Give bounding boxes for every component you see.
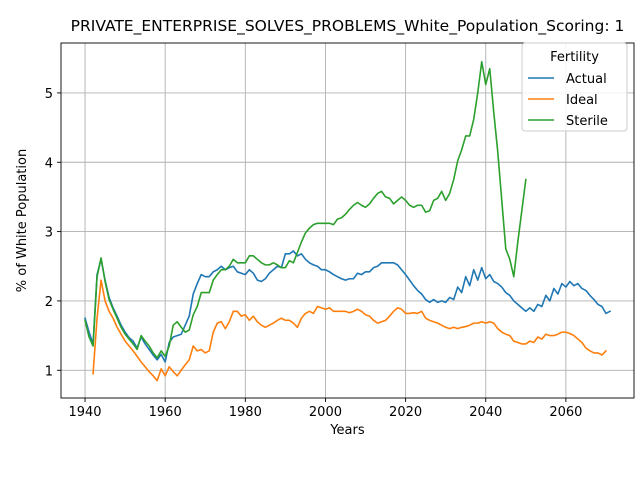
x-tick-label: 2020 [389,405,422,420]
y-tick-label: 4 [45,156,53,171]
legend-title: Fertility [550,50,599,65]
x-tick-label: 2060 [549,405,582,420]
x-tick-label: 1940 [68,405,101,420]
y-tick-label: 5 [45,87,53,102]
plot-frame [60,42,635,399]
x-tick-label: 1960 [149,405,182,420]
series-line-actual [84,250,612,363]
series-line-sterile [84,60,527,359]
y-axis-ticks: 1 2 3 4 5 [45,87,61,379]
gridlines [61,43,634,398]
x-tick-label: 2040 [469,405,502,420]
legend-label-ideal: Ideal [566,93,598,108]
chart-title: PRIVATE_ENTERPRISE_SOLVES_PROBLEMS_White… [71,17,625,36]
series-line-ideal [92,279,608,382]
x-axis-ticks: 1940 1960 1980 2000 2020 2040 2060 [68,398,582,420]
legend-box [521,42,628,132]
y-tick-label: 3 [45,226,53,241]
legend-label-actual: Actual [566,72,607,87]
x-tick-label: 2000 [309,405,342,420]
x-axis-title: Years [329,423,365,438]
y-tick-label: 2 [45,295,53,310]
legend: Fertility Actual Ideal Sterile [521,42,628,132]
legend-label-sterile: Sterile [566,114,608,129]
legend-items: Actual Ideal Sterile [528,72,608,129]
series-lines [84,60,612,382]
x-tick-label: 1980 [229,405,262,420]
y-axis-title: % of White Population [15,149,30,292]
y-tick-label: 1 [45,364,53,379]
